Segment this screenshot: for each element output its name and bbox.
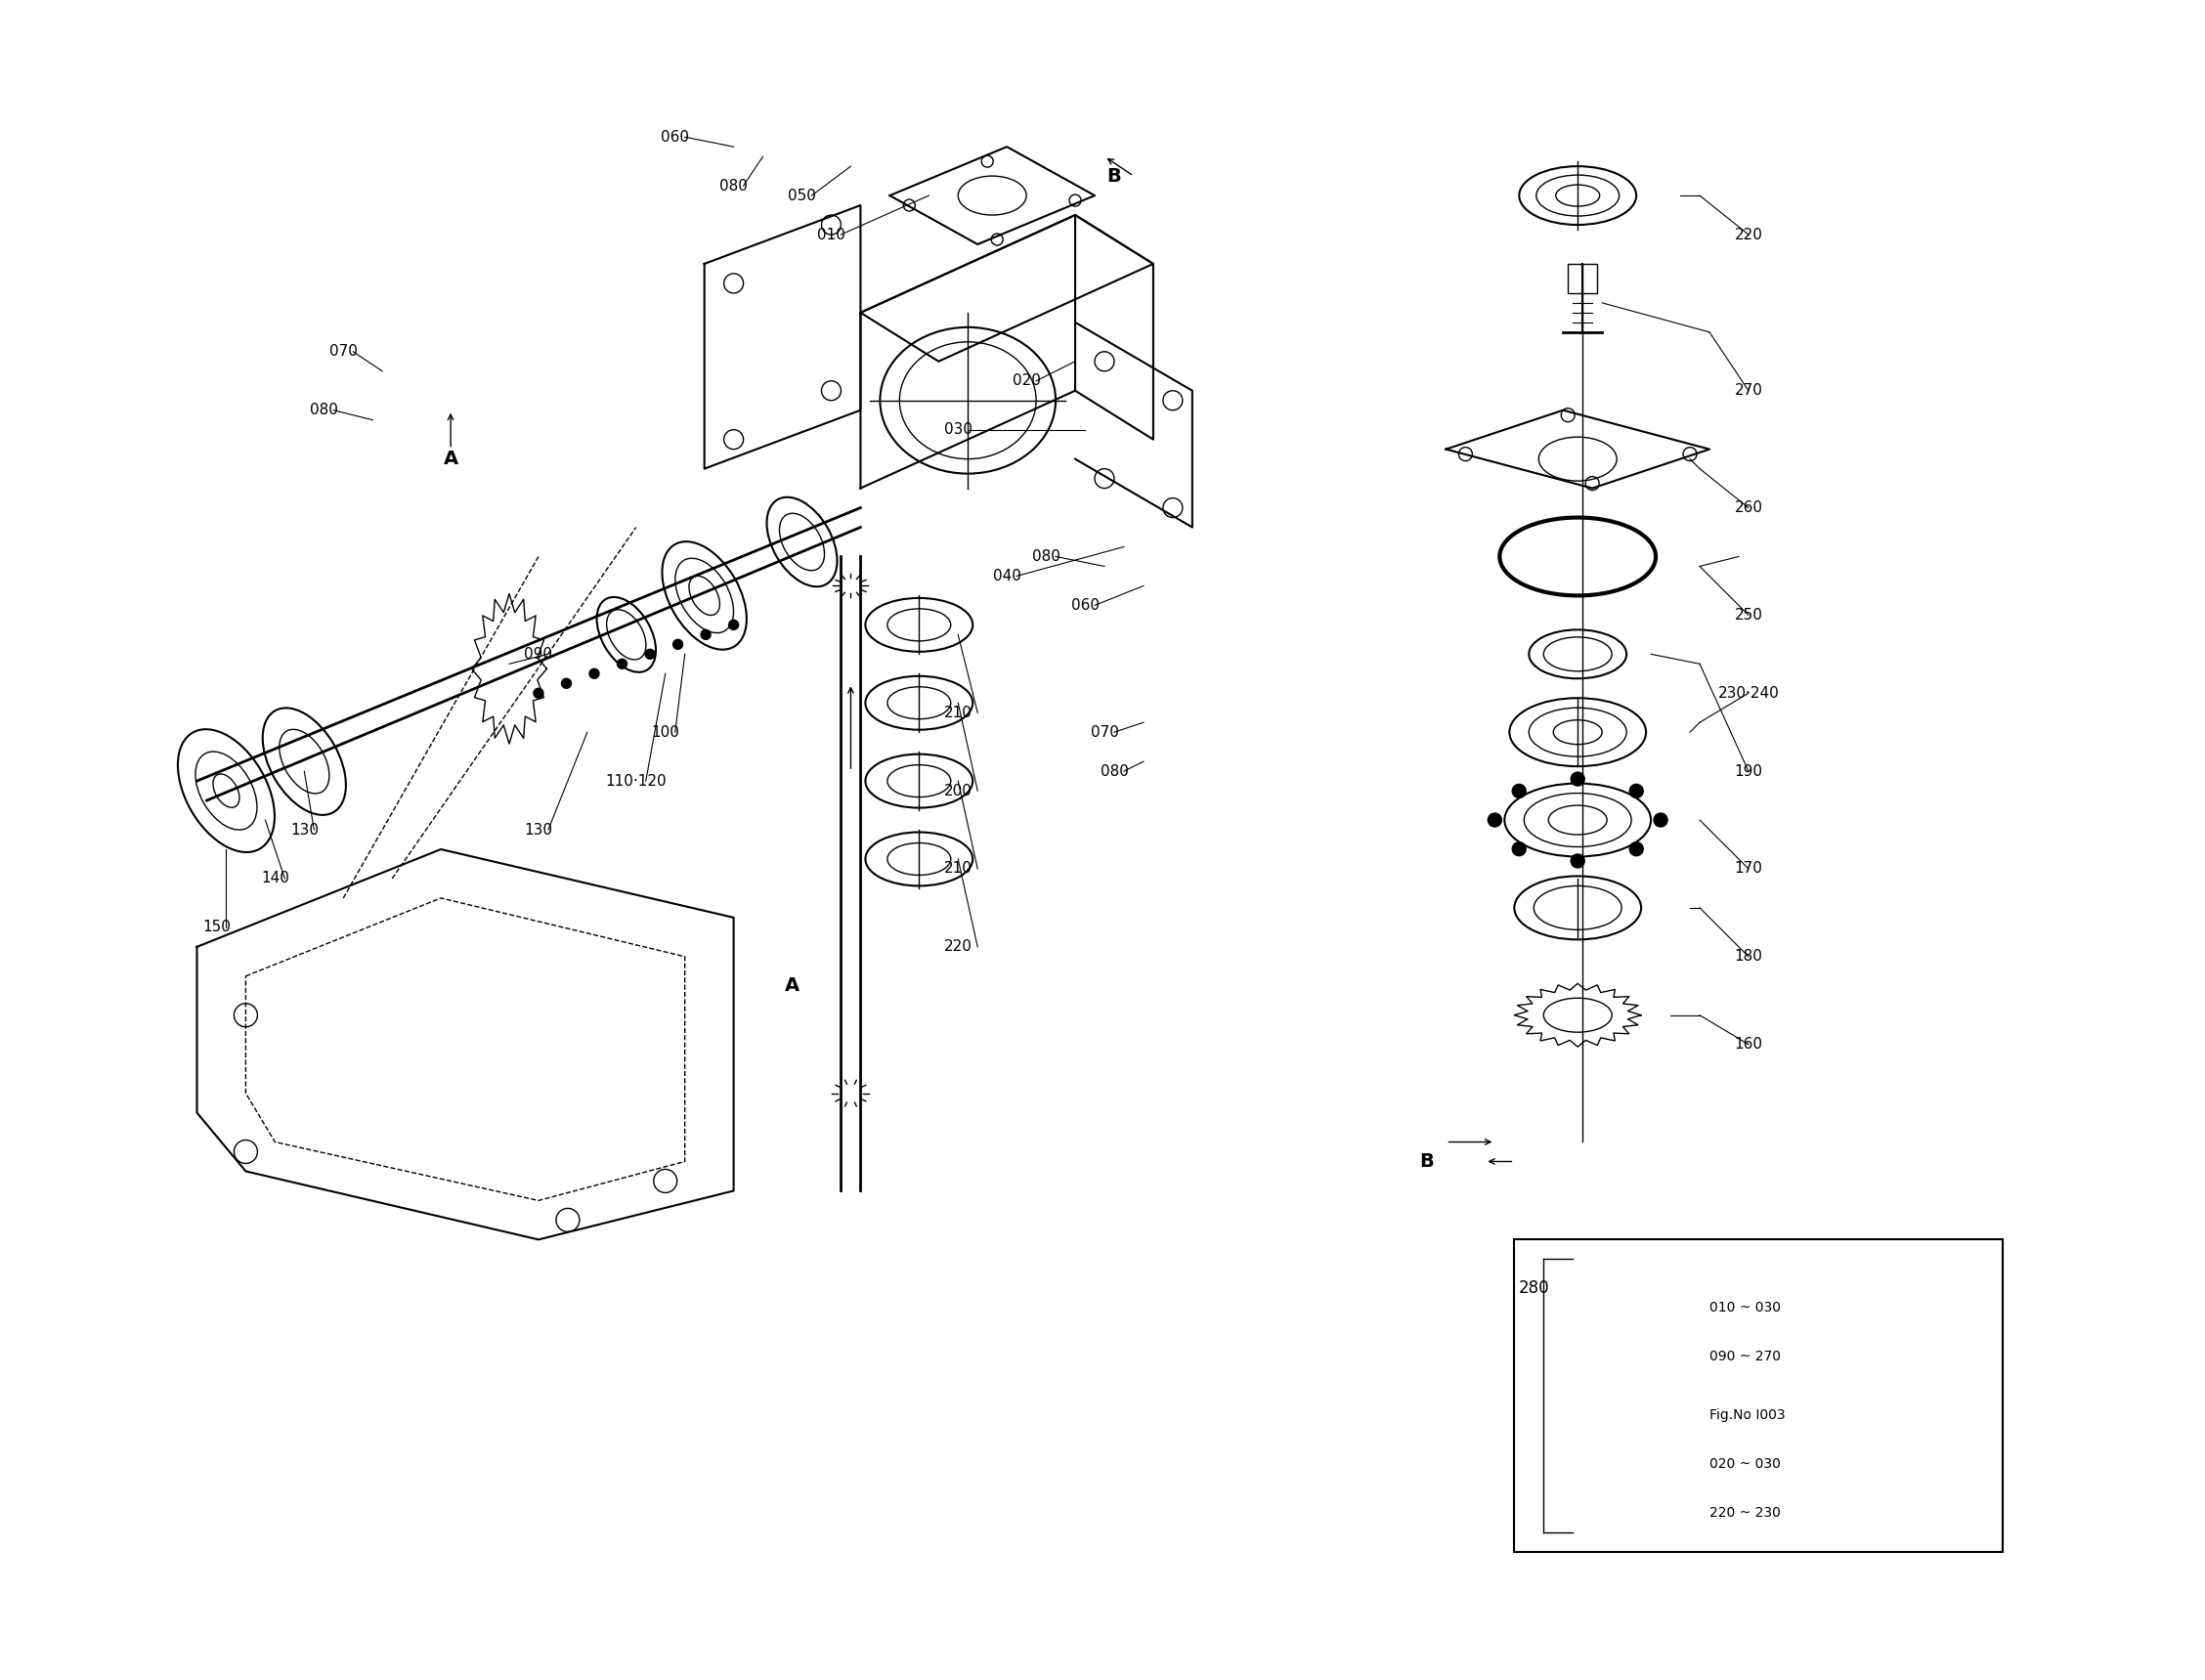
Text: 090: 090: [525, 647, 553, 662]
Text: 130: 130: [291, 823, 318, 837]
Circle shape: [1629, 785, 1643, 798]
Text: A: A: [443, 450, 459, 469]
Circle shape: [1513, 785, 1526, 798]
Text: 110·120: 110·120: [606, 773, 666, 788]
Text: B: B: [1420, 1152, 1433, 1171]
Circle shape: [589, 669, 600, 679]
Text: 280: 280: [1519, 1280, 1550, 1297]
Circle shape: [1488, 813, 1502, 827]
Circle shape: [534, 689, 542, 697]
Circle shape: [1513, 842, 1526, 855]
Circle shape: [673, 640, 684, 648]
Text: 040: 040: [992, 570, 1021, 583]
Text: 150: 150: [203, 921, 232, 934]
Text: 230·240: 230·240: [1718, 685, 1779, 701]
Text: A: A: [785, 976, 800, 995]
Circle shape: [1570, 773, 1585, 786]
Text: 220: 220: [944, 939, 972, 954]
Text: 260: 260: [1735, 501, 1762, 516]
Text: 070: 070: [329, 344, 357, 360]
Bar: [1515, 1240, 2002, 1552]
Text: 180: 180: [1735, 949, 1762, 964]
Text: 080: 080: [1100, 764, 1129, 778]
Text: 010: 010: [818, 227, 845, 242]
Text: 030: 030: [944, 422, 972, 437]
Circle shape: [1570, 853, 1585, 869]
Text: 270: 270: [1735, 383, 1762, 398]
Text: 060: 060: [662, 129, 690, 144]
Text: 220: 220: [1735, 227, 1762, 242]
Text: 210: 210: [944, 706, 972, 721]
Circle shape: [701, 630, 710, 640]
Circle shape: [730, 620, 739, 630]
Text: 200: 200: [944, 783, 972, 798]
Text: B: B: [1107, 166, 1122, 185]
Text: 250: 250: [1735, 608, 1762, 622]
Text: 100: 100: [650, 724, 679, 739]
Circle shape: [617, 659, 626, 669]
Text: 050: 050: [787, 188, 816, 203]
Circle shape: [646, 648, 655, 659]
Circle shape: [562, 679, 571, 689]
Text: 060: 060: [1072, 598, 1098, 613]
Text: Fig.No I003: Fig.No I003: [1709, 1408, 1786, 1421]
Text: 020 ~ 030: 020 ~ 030: [1709, 1457, 1782, 1470]
Text: 010 ~ 030: 010 ~ 030: [1709, 1300, 1782, 1315]
Circle shape: [1654, 813, 1667, 827]
Text: 170: 170: [1735, 862, 1762, 875]
Circle shape: [1629, 842, 1643, 855]
Text: 210: 210: [944, 862, 972, 875]
Text: 070: 070: [1089, 724, 1118, 739]
Text: 080: 080: [1032, 549, 1061, 564]
Text: 220 ~ 230: 220 ~ 230: [1709, 1505, 1782, 1520]
Text: 020: 020: [1012, 373, 1041, 388]
Text: 080: 080: [719, 178, 747, 193]
Text: 130: 130: [525, 823, 553, 837]
Text: 080: 080: [309, 403, 337, 418]
Text: 190: 190: [1735, 764, 1762, 778]
Text: 090 ~ 270: 090 ~ 270: [1709, 1349, 1782, 1364]
Text: 160: 160: [1735, 1037, 1762, 1052]
Text: 140: 140: [260, 872, 289, 885]
Bar: [1568, 264, 1596, 292]
